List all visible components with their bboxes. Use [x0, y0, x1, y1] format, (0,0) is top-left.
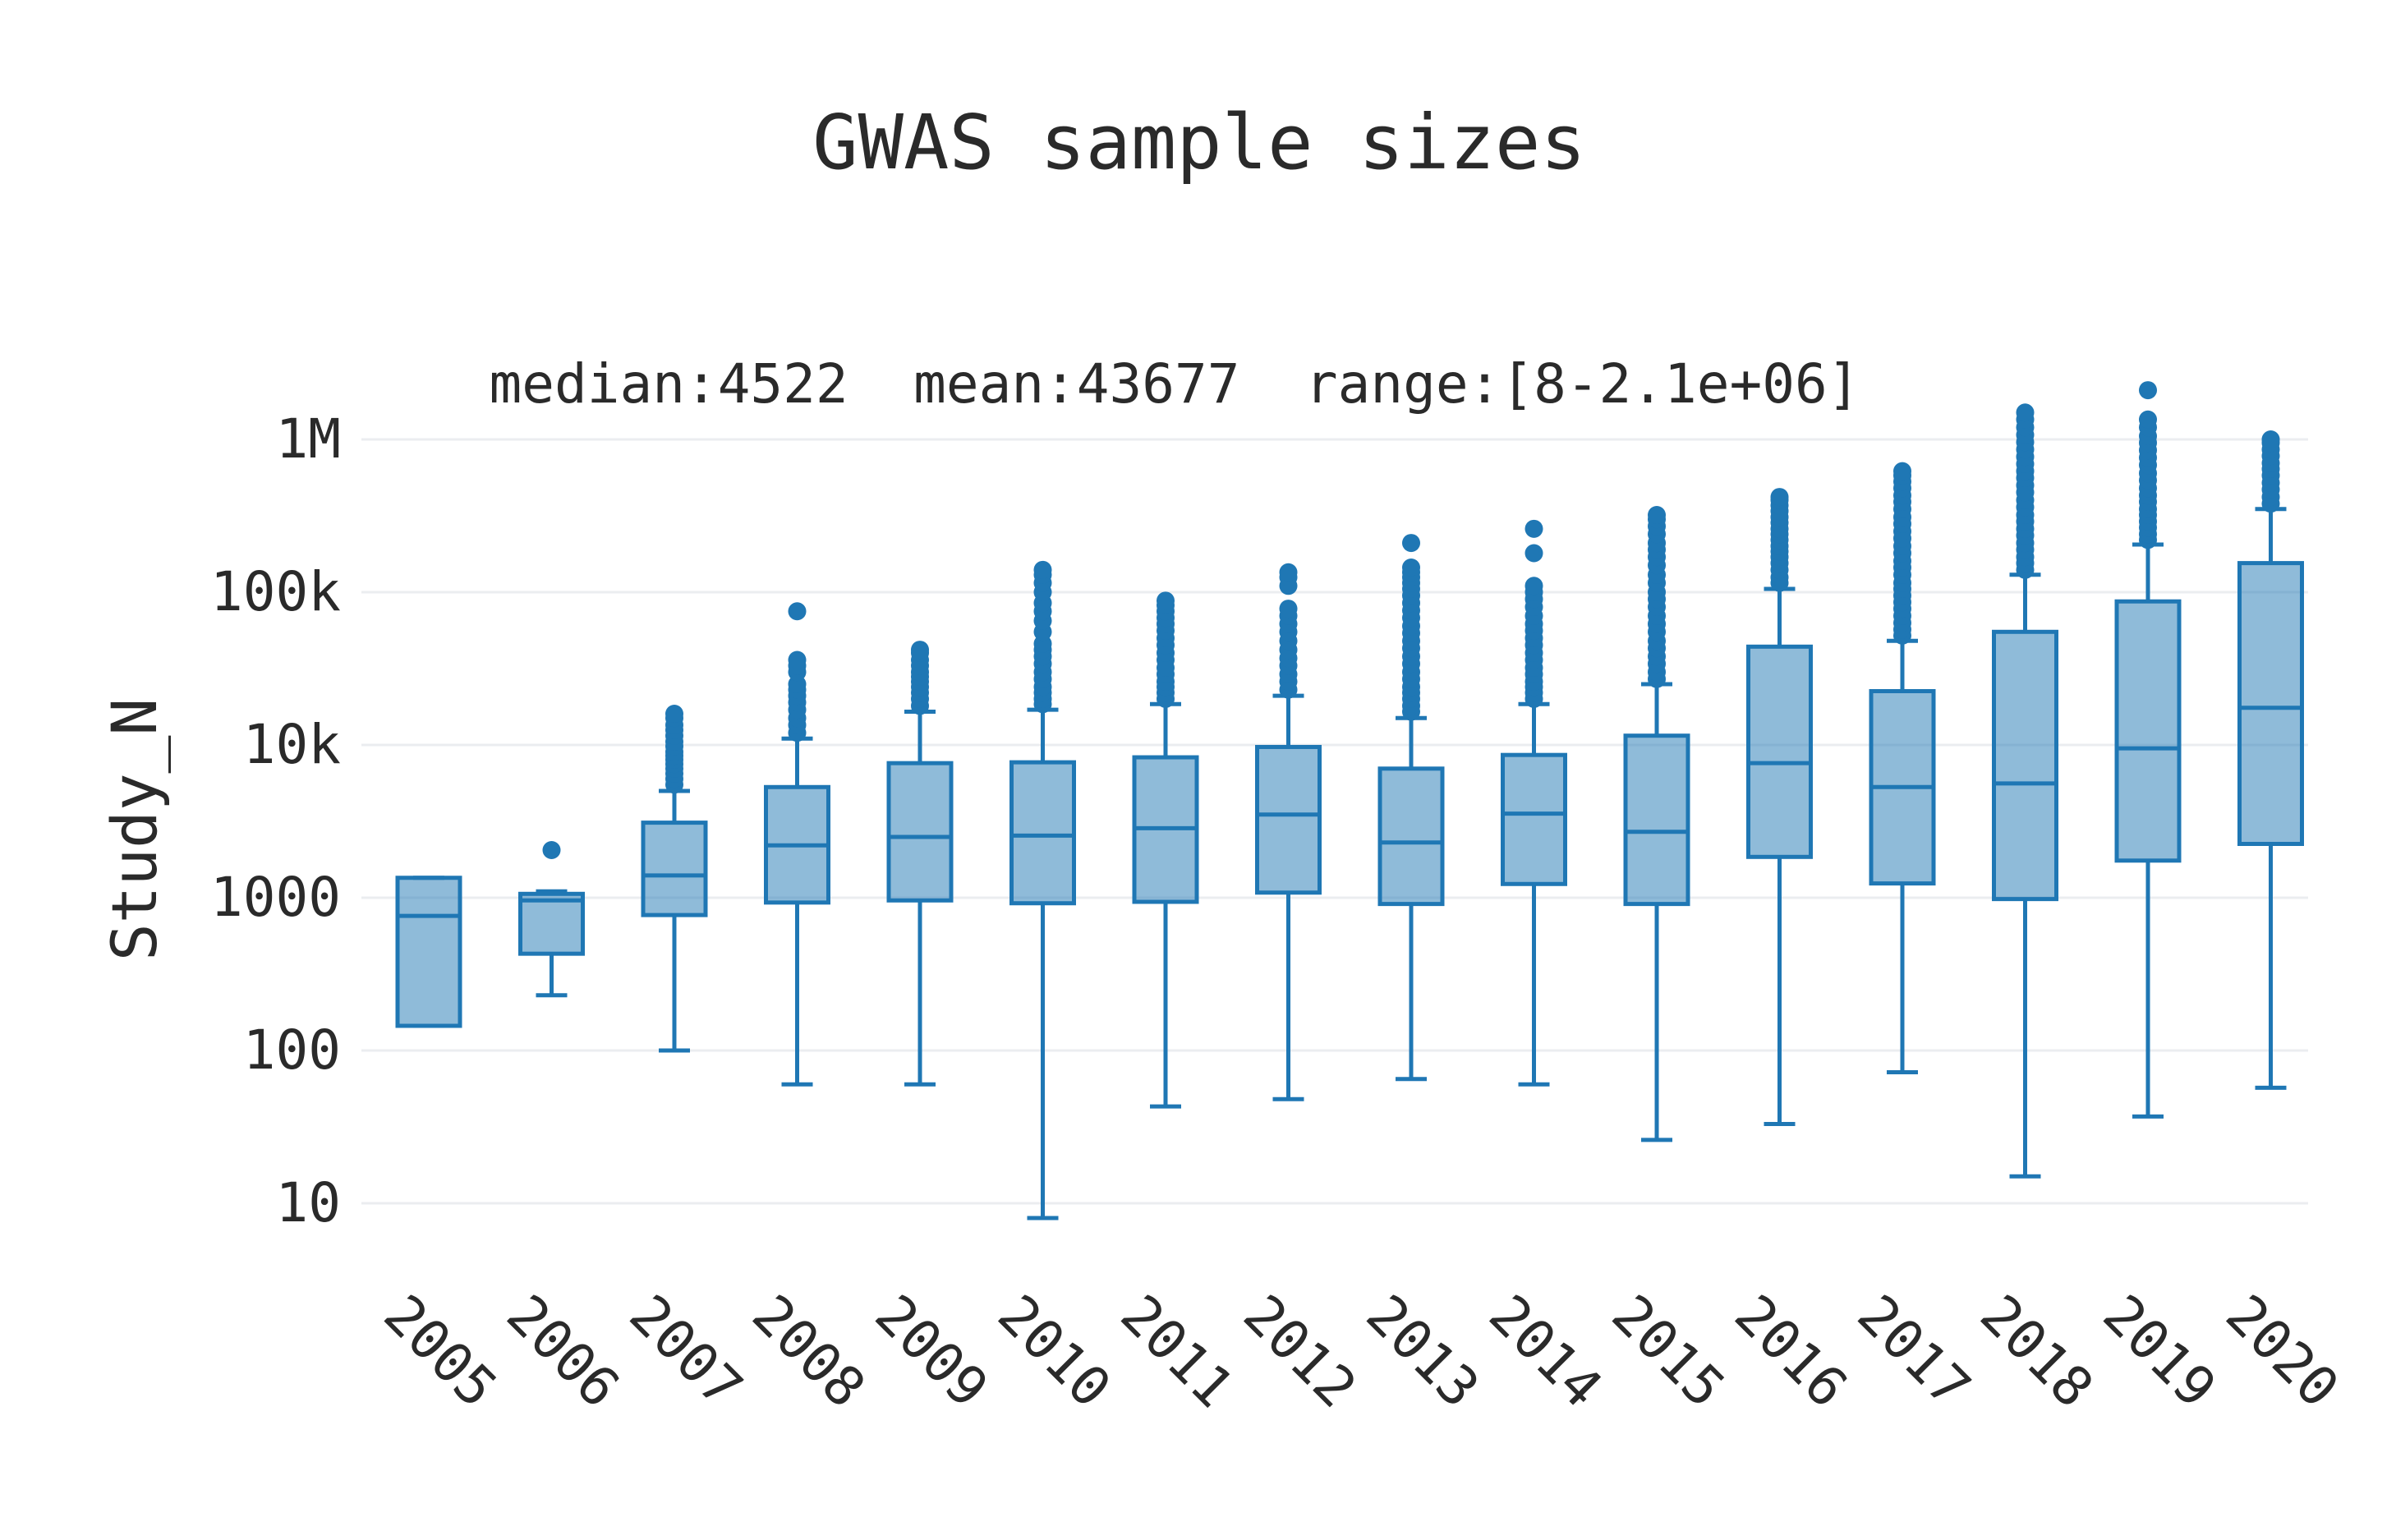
y-tick-label-10k: 10k: [243, 713, 341, 776]
y-tick-label-1000: 1000: [210, 866, 341, 929]
chart-title: GWAS sample sizes: [812, 99, 1586, 186]
x-tick-label-2013: 2013: [1354, 1283, 1492, 1420]
outlier-point-2019-17: [2139, 410, 2157, 429]
iqr-box-2009: [886, 761, 954, 903]
x-axis-ticks: 2005200620072008200920102011201220132014…: [372, 1283, 2351, 1420]
box-2016: [1746, 488, 1813, 1127]
outlier-point-2013-21: [1402, 558, 1420, 577]
y-tick-label-100k: 100k: [210, 560, 341, 623]
iqr-box-2007: [641, 821, 708, 917]
y-tick-label-100: 100: [243, 1018, 341, 1082]
y-axis-label: Study_N: [98, 698, 171, 961]
outlier-point-2012-10: [1279, 600, 1298, 618]
outlier-point-2007-14: [665, 705, 683, 724]
x-tick-label-2020: 2020: [2214, 1283, 2351, 1420]
iqr-box-2016: [1746, 644, 1813, 859]
y-tick-label-1M: 1M: [276, 407, 341, 471]
outlier-point-2015-21: [1648, 506, 1666, 525]
outlier-point-2010-17: [1033, 560, 1052, 579]
iqr-box-2018: [1992, 629, 2058, 902]
box-2009: [886, 641, 954, 1087]
x-tick-label-2006: 2006: [494, 1283, 632, 1420]
x-tick-label-2012: 2012: [1231, 1283, 1368, 1420]
y-tick-label-10: 10: [276, 1171, 341, 1234]
box-2019: [2114, 381, 2182, 1119]
box-2017: [1869, 462, 1936, 1075]
outlier-point-2013-22: [1402, 534, 1420, 553]
x-tick-label-2007: 2007: [618, 1283, 755, 1420]
outlier-point-2016-15: [1770, 488, 1789, 507]
outlier-point-2008-10: [788, 650, 807, 669]
box-2005: [395, 876, 462, 1028]
outlier-point-2014-17: [1525, 544, 1543, 563]
outlier-point-2006-0: [542, 841, 561, 860]
outlier-point-2019-18: [2139, 381, 2157, 400]
outlier-point-2020-10: [2261, 430, 2280, 448]
outlier-point-2011-15: [1157, 591, 1175, 610]
box-2014: [1501, 519, 1567, 1087]
outlier-point-2014-16: [1525, 577, 1543, 595]
iqr-box-2010: [1009, 760, 1076, 906]
outlier-point-2018-22: [2016, 403, 2035, 422]
box-2011: [1132, 591, 1199, 1109]
iqr-box-2013: [1377, 766, 1445, 907]
x-tick-label-2010: 2010: [986, 1283, 1123, 1420]
outlier-point-2009-10: [911, 641, 929, 660]
x-tick-label-2008: 2008: [740, 1283, 877, 1420]
outlier-point-2008-11: [788, 602, 807, 621]
box-2015: [1623, 506, 1690, 1142]
x-tick-label-2019: 2019: [2091, 1283, 2228, 1420]
x-tick-label-2015: 2015: [1600, 1283, 1737, 1420]
box-2008: [764, 602, 830, 1087]
iqr-box-2005: [395, 876, 462, 1028]
summary-annotation: median:4522 mean:43677 range:[8-2.1e+06]: [490, 352, 1860, 416]
box-2007: [641, 705, 708, 1053]
box-2020: [2237, 430, 2304, 1090]
box-2012: [1255, 563, 1322, 1101]
outlier-point-2017-24: [1893, 462, 1911, 480]
iqr-box-2006: [518, 891, 585, 956]
box-2018: [1992, 403, 2058, 1179]
y-axis-ticks: 10 100 1000 10k 100k 1M: [210, 407, 341, 1234]
outlier-point-2014-18: [1525, 519, 1543, 538]
box-2013: [1377, 534, 1445, 1082]
x-tick-label-2009: 2009: [863, 1283, 1000, 1420]
x-tick-label-2014: 2014: [1477, 1283, 1614, 1420]
iqr-box-2019: [2114, 599, 2182, 863]
box-series: [395, 381, 2304, 1221]
box-2006: [518, 841, 585, 998]
x-tick-label-2005: 2005: [372, 1283, 509, 1420]
box-2010: [1009, 560, 1076, 1221]
iqr-box-2020: [2237, 561, 2304, 846]
iqr-box-2012: [1255, 744, 1322, 895]
x-tick-label-2016: 2016: [1722, 1283, 1860, 1420]
iqr-box-2015: [1623, 733, 1690, 907]
x-tick-label-2017: 2017: [1846, 1283, 1983, 1420]
iqr-box-2014: [1501, 752, 1567, 886]
x-tick-label-2011: 2011: [1109, 1283, 1246, 1420]
outlier-point-2012-13: [1279, 563, 1298, 582]
x-tick-label-2018: 2018: [1968, 1283, 2105, 1420]
